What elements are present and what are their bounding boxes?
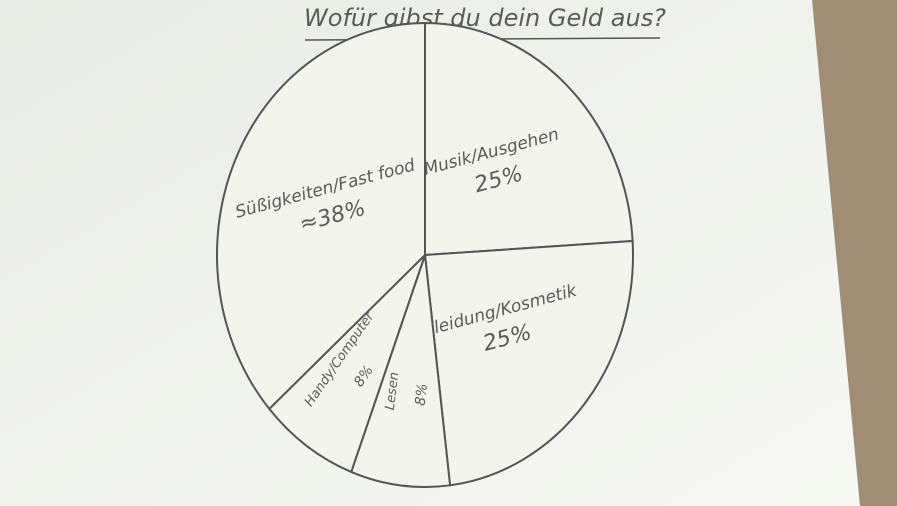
- slice-label: Lesen: [383, 371, 403, 411]
- pie-slice: [423, 239, 634, 487]
- chart-title: Wofür gibst du dein Geld aus?: [304, 4, 666, 32]
- pie-slice: [267, 254, 426, 474]
- pie-slice: [424, 21, 634, 257]
- pie-slice: [349, 254, 452, 488]
- slice-value-label: 8%: [413, 383, 432, 407]
- pie-slice: [216, 21, 426, 411]
